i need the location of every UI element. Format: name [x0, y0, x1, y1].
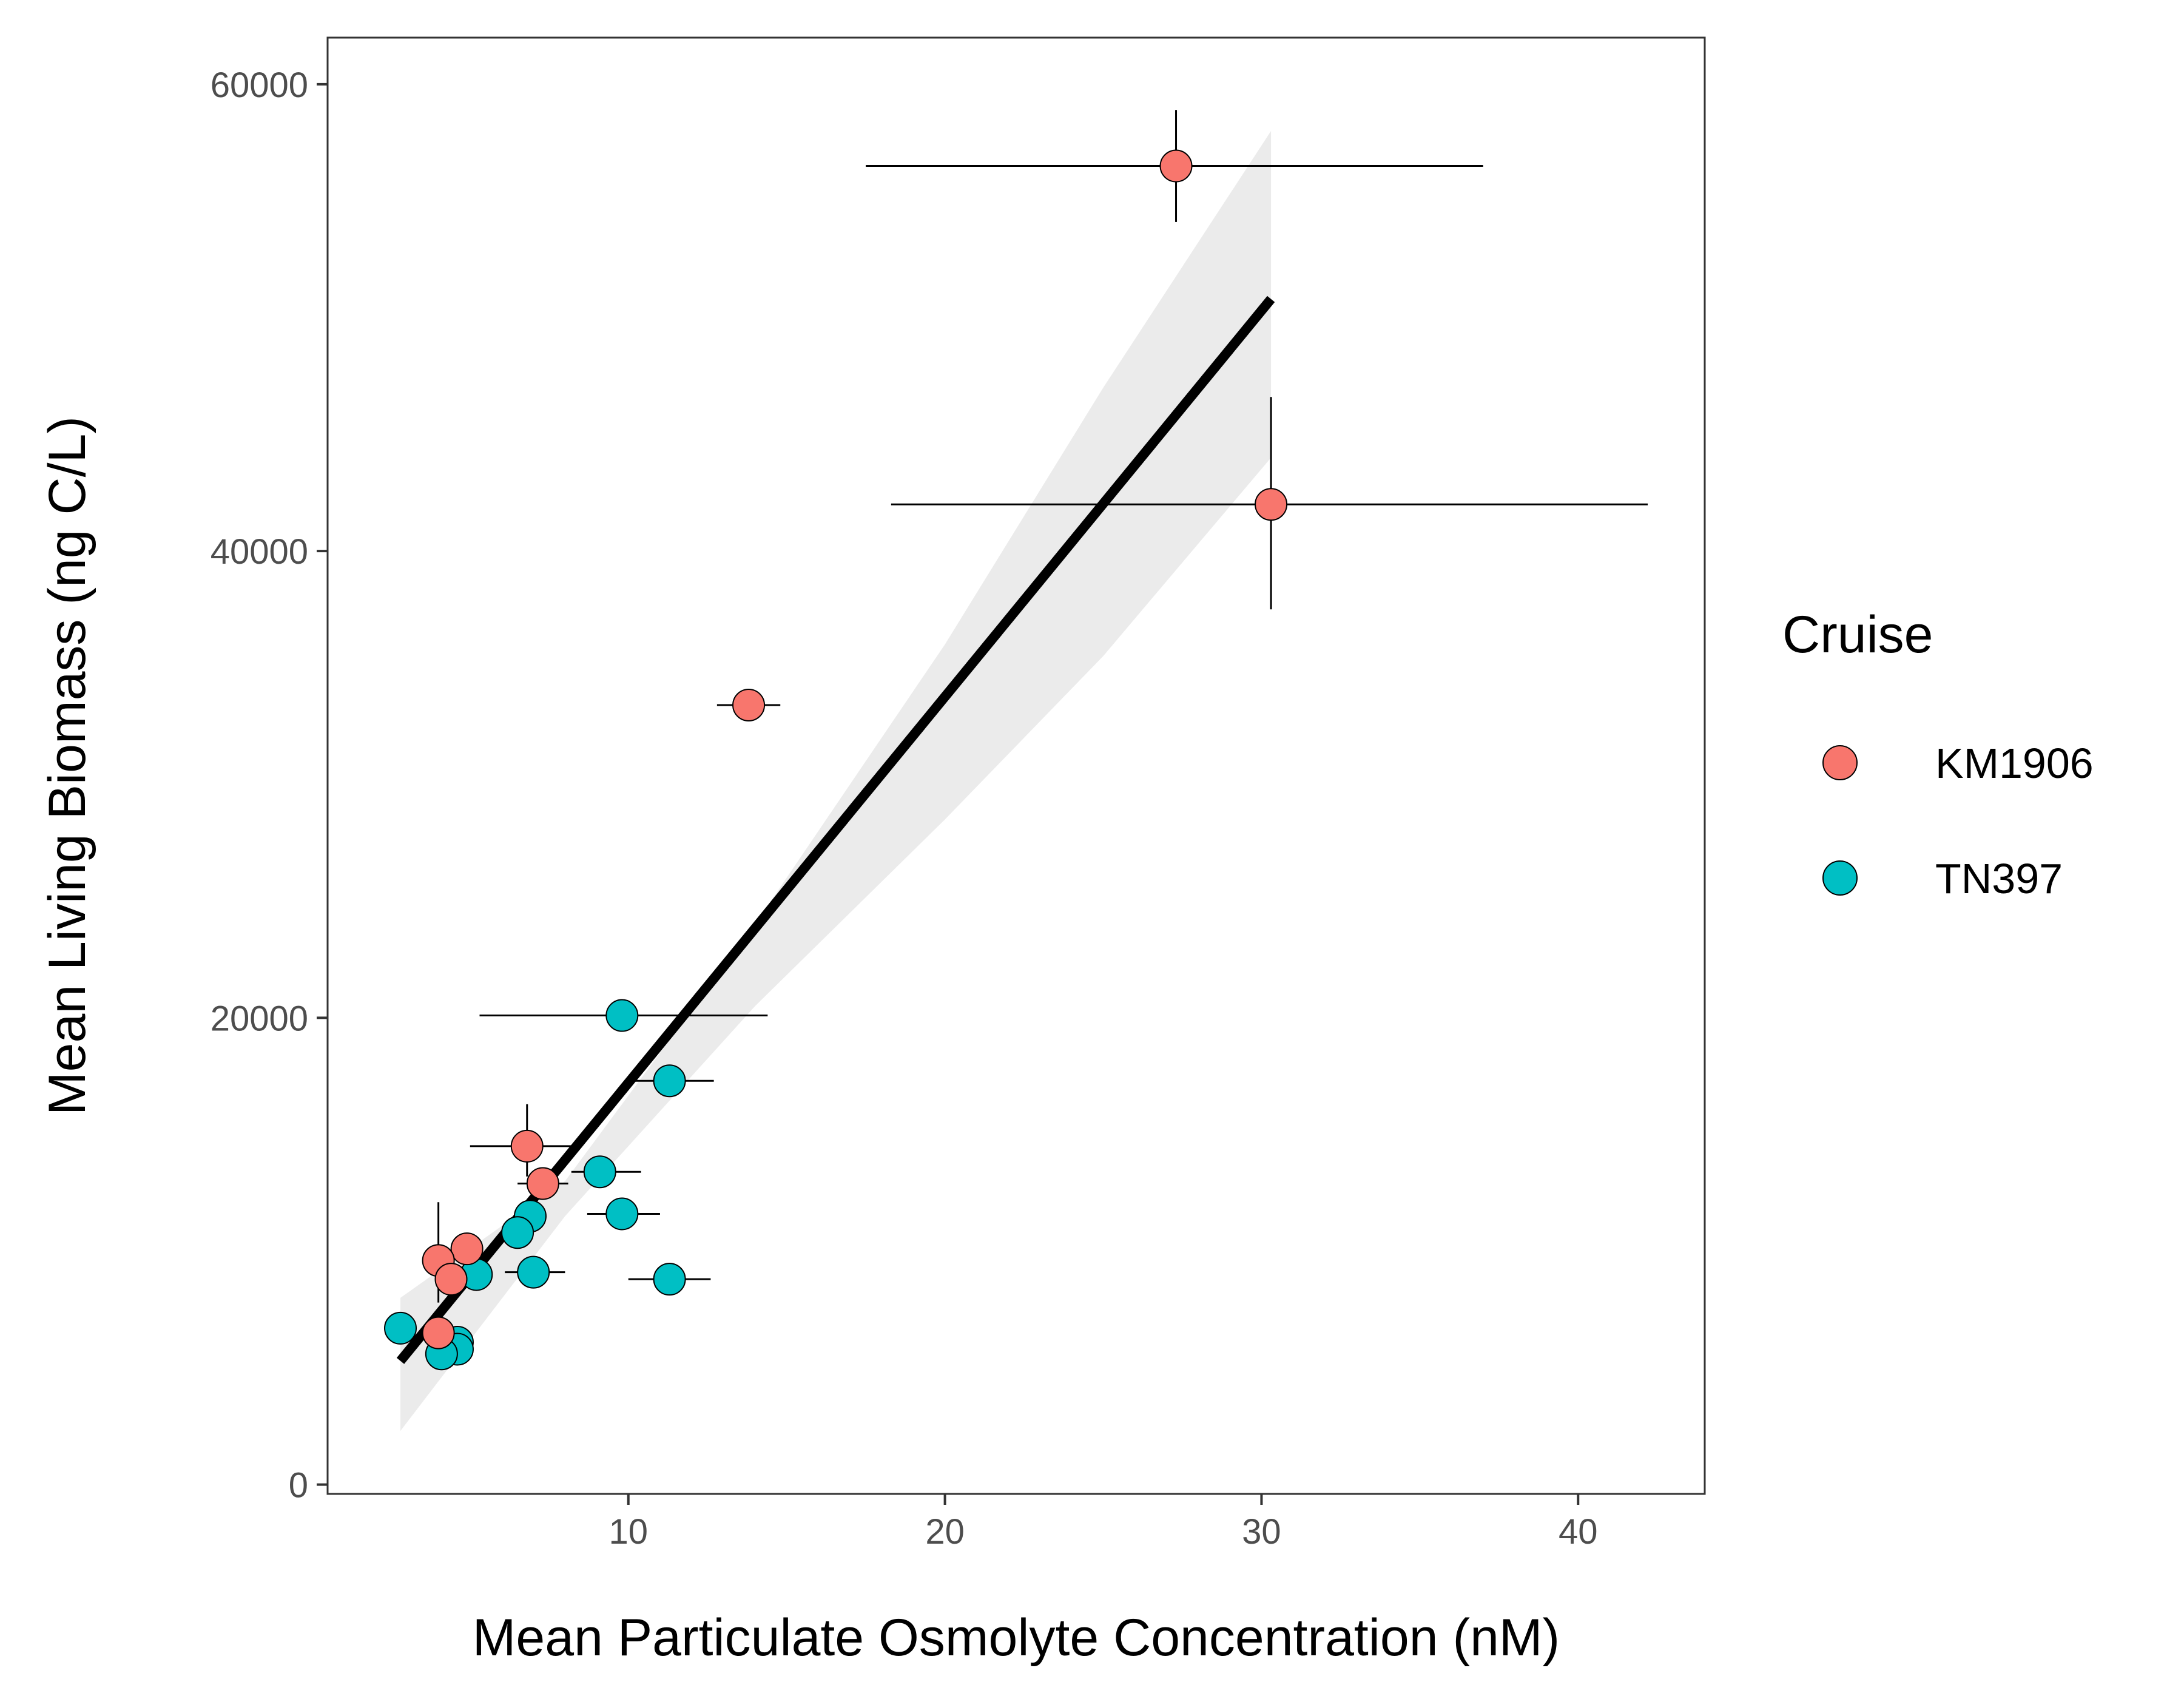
- data-point: [732, 689, 766, 721]
- x-tick-label: 30: [1242, 1512, 1281, 1552]
- data-point: [501, 1216, 534, 1249]
- y-axis-title: Mean Living Biomass (ng C/L): [38, 416, 96, 1115]
- data-point: [384, 1311, 417, 1345]
- point-layer: [384, 149, 1288, 1371]
- data-point: [526, 1167, 559, 1200]
- plot-panel-border: [326, 36, 1706, 1495]
- y-tick-label: 40000: [211, 532, 308, 572]
- y-tick-label: 20000: [211, 999, 308, 1038]
- legend-items: KM1906 TN397: [1822, 740, 2094, 902]
- data-point: [1159, 149, 1193, 183]
- axis-layer: 10 20 30 40 0 20000 40000 60000: [211, 66, 1598, 1552]
- legend: Cruise KM1906 TN397: [1782, 606, 2094, 902]
- data-point: [605, 999, 639, 1032]
- x-tick-label: 10: [608, 1512, 648, 1552]
- data-point: [583, 1155, 616, 1189]
- y-tick-label: 60000: [211, 66, 308, 105]
- legend-label: KM1906: [1935, 740, 2094, 787]
- data-point: [434, 1263, 468, 1296]
- x-axis-title: Mean Particulate Osmolyte Concentration …: [473, 1609, 1560, 1667]
- x-tick-label: 40: [1559, 1512, 1598, 1552]
- confidence-band-layer: [400, 130, 1272, 1431]
- data-point: [422, 1316, 455, 1349]
- legend-label: TN397: [1935, 855, 2063, 902]
- x-tick-label: 20: [925, 1512, 965, 1552]
- data-point: [510, 1129, 544, 1163]
- legend-title: Cruise: [1782, 606, 1933, 664]
- data-point: [653, 1263, 686, 1296]
- data-point: [605, 1197, 639, 1231]
- data-point: [450, 1232, 484, 1266]
- data-point: [653, 1064, 686, 1098]
- y-tick-label: 0: [289, 1466, 308, 1505]
- data-point: [1255, 488, 1288, 521]
- data-point: [517, 1255, 550, 1289]
- legend-key: [1822, 860, 1858, 896]
- legend-key: [1822, 745, 1858, 780]
- confidence-band: [400, 130, 1272, 1431]
